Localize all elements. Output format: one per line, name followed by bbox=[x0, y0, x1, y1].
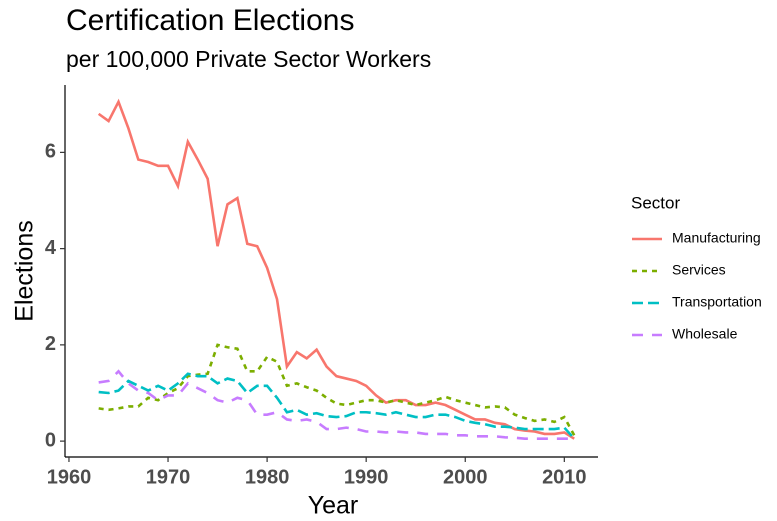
legend-label: Manufacturing bbox=[672, 230, 761, 246]
y-tick-label: 4 bbox=[45, 237, 57, 259]
legend-label: Transportation bbox=[672, 294, 762, 310]
x-tick-label: 1960 bbox=[47, 466, 92, 488]
series-line bbox=[98, 343, 576, 436]
legend-title: Sector bbox=[631, 193, 680, 212]
y-tick-label: 6 bbox=[45, 141, 56, 163]
x-tick-label: 1990 bbox=[344, 466, 389, 488]
y-axis-label: Elections bbox=[11, 220, 39, 321]
series-line bbox=[97, 98, 575, 440]
series-line bbox=[98, 372, 576, 440]
y-tick-label: 0 bbox=[45, 429, 56, 451]
legend-label: Wholesale bbox=[672, 326, 738, 342]
chart-title: Certification Elections bbox=[66, 4, 354, 37]
series-line bbox=[98, 369, 575, 441]
x-tick-label: 2000 bbox=[443, 466, 488, 488]
x-axis-label: Year bbox=[308, 492, 359, 520]
chart-subtitle: per 100,000 Private Sector Workers bbox=[66, 46, 431, 72]
legend-label: Services bbox=[672, 262, 726, 278]
x-tick-label: 1980 bbox=[245, 466, 290, 488]
x-tick-label: 2010 bbox=[542, 466, 587, 488]
x-tick-label: 1970 bbox=[146, 466, 191, 488]
y-tick-label: 2 bbox=[45, 333, 56, 355]
